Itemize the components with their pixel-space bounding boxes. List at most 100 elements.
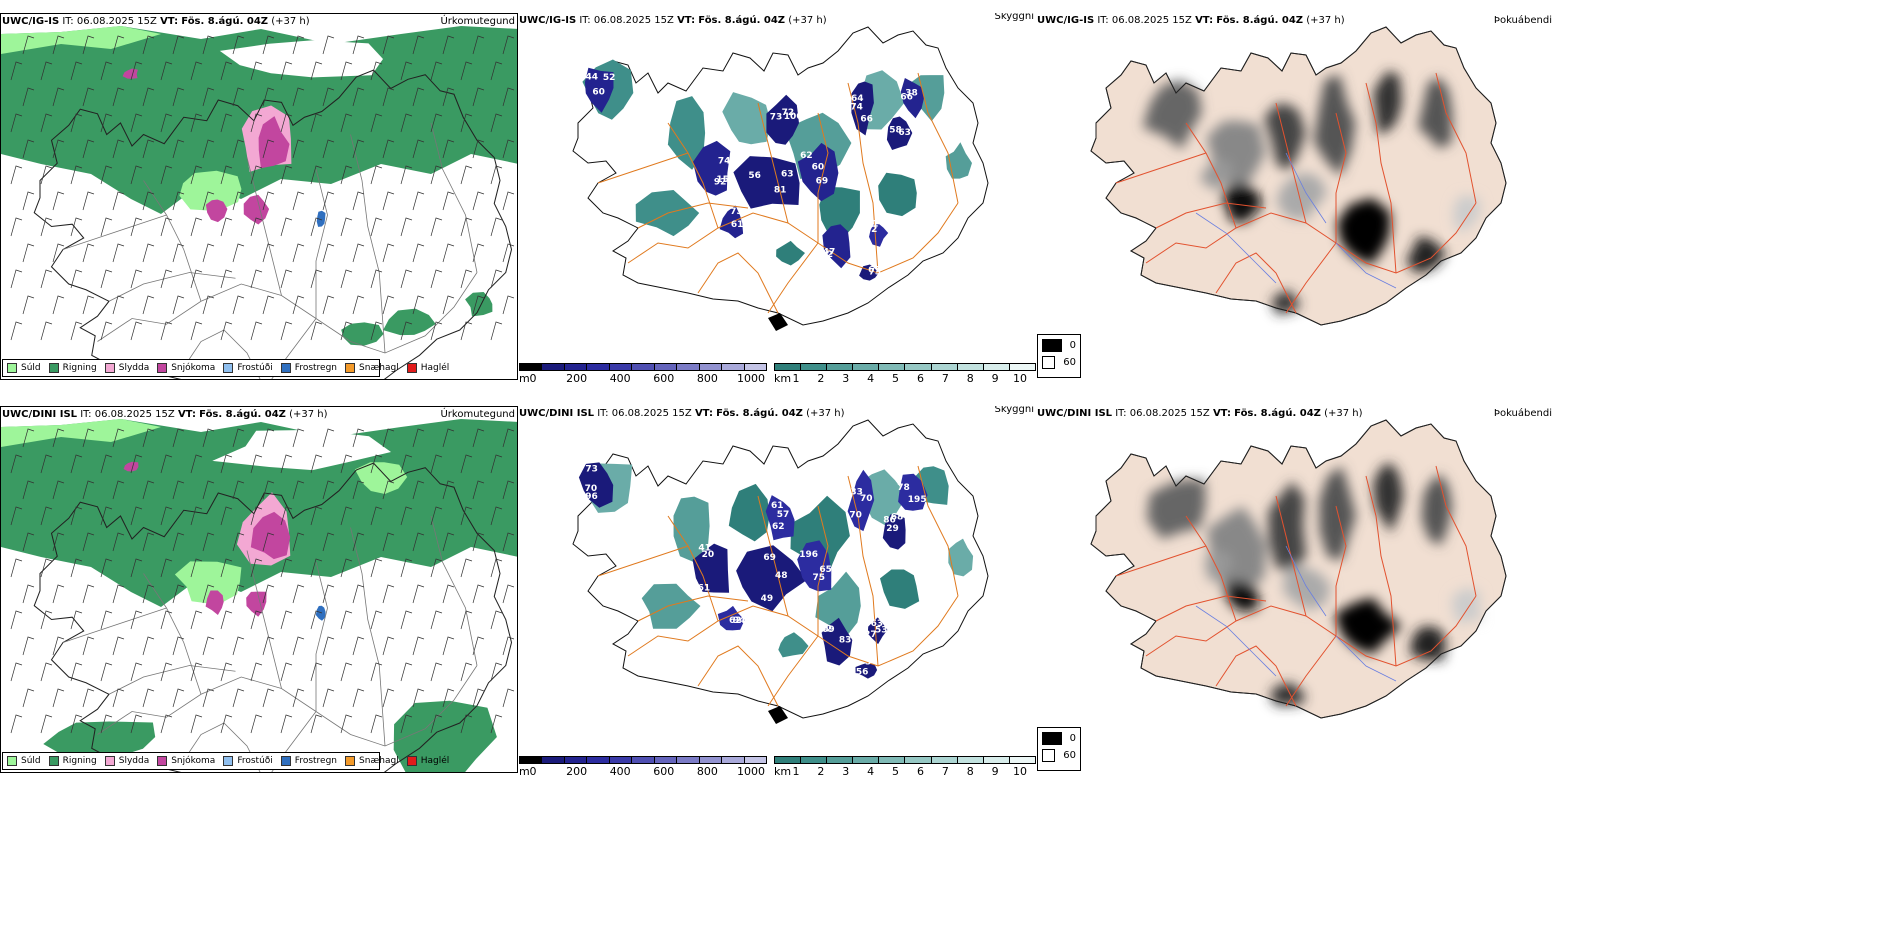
it-value: 06.08.2025 15Z: [1129, 408, 1210, 419]
wind-barb: [142, 688, 155, 708]
precip-type-panel: UWC/DINI ISL IT: 06.08.2025 15Z VT: Fös.…: [0, 406, 518, 773]
wind-barb: [472, 428, 485, 448]
wind-barb: [82, 428, 95, 448]
wind-barb: [412, 636, 425, 656]
wind-barb: [190, 454, 203, 474]
wind-barb: [370, 113, 383, 133]
wind-barb: [232, 428, 245, 448]
wind-barb: [310, 165, 323, 185]
wind-barb: [502, 87, 515, 107]
wind-barb: [280, 269, 293, 289]
vt-prefix: VT:: [160, 16, 179, 27]
precip-type-title: Úrkomutegund: [440, 409, 515, 420]
wind-barb: [310, 113, 323, 133]
ceiling-value-label: 33: [850, 488, 863, 498]
wind-barb: [370, 506, 383, 526]
lead-time: (+37 h): [271, 16, 310, 27]
ceiling-area: [851, 81, 874, 136]
ceiling-value-label: 62: [800, 151, 813, 161]
wind-barb: [172, 295, 185, 315]
visibility-area: [641, 583, 701, 629]
ceiling-value-label: 74: [850, 103, 863, 113]
visibility-colorbar: km 1 2 3 4 5 6 7 8 9 10: [774, 756, 1036, 778]
wind-barb: [82, 243, 95, 263]
it-prefix: IT:: [597, 408, 609, 419]
wind-barb: [40, 454, 53, 474]
freezing-rain-area: [315, 605, 326, 621]
visibility-map: 6092817269665847626138674415663736264639…: [572, 26, 989, 331]
wind-barb: [130, 61, 143, 81]
wind-barb: [472, 35, 485, 55]
wind-barb: [172, 191, 185, 211]
wind-barb: [280, 558, 293, 578]
wind-barb: [142, 584, 155, 604]
wind-barb: [400, 113, 413, 133]
legend-swatch: [280, 363, 291, 373]
colorbar-tick-label: 600: [653, 765, 675, 778]
wind-barb: [430, 506, 443, 526]
ceiling-value-label: 38: [905, 88, 918, 98]
visibility-title: Skyggni: [994, 13, 1034, 22]
road-line: [1215, 645, 1297, 707]
wind-barb: [190, 662, 203, 682]
fog-shading: [1146, 462, 1482, 707]
wind-barb: [382, 243, 395, 263]
wind-barb: [262, 139, 275, 159]
wind-barb: [280, 662, 293, 682]
wind-barb: [502, 532, 515, 552]
colorbar-tick-label: 0: [529, 765, 537, 778]
wind-barb: [442, 584, 455, 604]
wind-barb: [172, 428, 185, 448]
colorbar-cell: [520, 364, 543, 370]
fog-blob: [1421, 473, 1452, 546]
wind-barb: [292, 636, 305, 656]
legend-item-1: Rigning: [48, 363, 97, 373]
wind-barb: [190, 61, 203, 81]
colorbar-tick-label: 7: [941, 372, 949, 385]
model-label: UWC/IG-IS: [519, 15, 577, 26]
ceiling-value-label: 63: [781, 170, 794, 180]
fog-legend-item-1: 60: [1042, 356, 1076, 369]
wind-barb: [412, 243, 425, 263]
ceiling-value-label: 48: [775, 571, 788, 581]
fog-legend-label: 0: [1069, 733, 1076, 744]
lead-time: (+37 h): [1324, 408, 1363, 419]
colorbar-cell: [983, 364, 1010, 370]
dark-shore: [768, 313, 788, 331]
visibility-map: 96 61 48 57 65 70 29 42 53 62 78 56 73 20 69 61 196 33 86 8…: [572, 419, 989, 724]
legend-label: Rigning: [62, 363, 97, 373]
wind-barb: [70, 321, 83, 341]
legend-swatch: [406, 756, 417, 766]
wind-barb: [52, 191, 65, 211]
ceiling-value-label: 73: [730, 207, 743, 217]
ceiling-value-label: 63: [898, 128, 911, 138]
ceiling-value-label: 196: [799, 550, 818, 560]
fog-legend: 0 60: [1037, 727, 1081, 771]
wind-barb: [82, 688, 95, 708]
wind-barb: [340, 662, 353, 682]
snow-area: [246, 591, 267, 617]
road-line: [847, 82, 879, 274]
wind-barb: [232, 636, 245, 656]
colorbar-ticks: m 0 200 400 600 800 1000: [519, 371, 767, 385]
wind-barb: [370, 454, 383, 474]
road-line: [597, 545, 689, 577]
wind-barb: [52, 35, 65, 55]
wind-barb: [442, 428, 455, 448]
wind-barb: [190, 217, 203, 237]
ceiling-area: [766, 94, 799, 145]
wind-barb: [112, 584, 125, 604]
ceiling-area: [765, 495, 795, 541]
fog-blob: [1204, 550, 1232, 582]
panel-title: UWC/IG-IS IT: 06.08.2025 15Z VT: Fös. 8.…: [2, 16, 310, 27]
wind-barb: [190, 321, 203, 341]
wind-barb: [262, 428, 275, 448]
wind-barb: [112, 243, 125, 263]
wind-barb: [232, 139, 245, 159]
wind-barb: [190, 165, 203, 185]
rain-area: [383, 308, 436, 336]
wind-barb: [502, 428, 515, 448]
visibility-area: [878, 172, 917, 217]
colorbar-tick-label: 800: [696, 765, 718, 778]
wind-barb: [292, 87, 305, 107]
